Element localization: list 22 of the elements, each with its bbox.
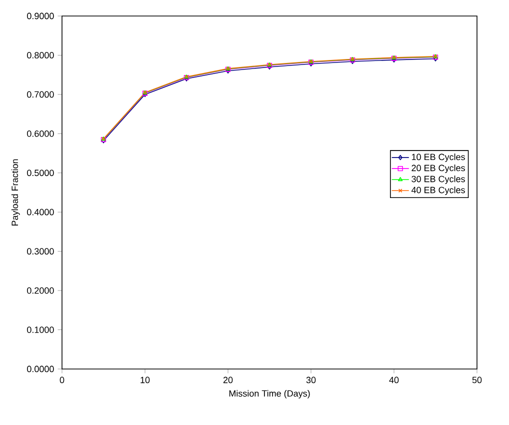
legend-label: 20 EB Cycles <box>412 164 465 173</box>
y-tick-label: 0.6000 <box>27 130 54 137</box>
x-tick-label: 50 <box>472 376 482 384</box>
y-tick-label: 0.2000 <box>27 287 54 294</box>
x-tick-label: 10 <box>140 376 150 384</box>
y-tick-label: 0.3000 <box>27 248 54 255</box>
y-tick-label: 0.7000 <box>27 91 54 98</box>
x-tick-label: 30 <box>306 376 316 384</box>
y-tick-label: 0.8000 <box>27 52 54 58</box>
y-tick-label: 0.5000 <box>27 170 54 176</box>
y-tick-label: 0.1000 <box>27 326 54 333</box>
y-tick-label: 0.9000 <box>27 12 54 20</box>
y-axis-title: Payload Fraction <box>11 159 20 226</box>
y-tick-label: 0.4000 <box>27 208 54 216</box>
x-tick-label: 40 <box>389 376 399 384</box>
legend-label: 10 EB Cycles <box>412 154 465 162</box>
y-tick-label: 0.0000 <box>27 366 54 372</box>
x-axis-title: Mission Time (Days) <box>229 390 310 398</box>
x-tick-label: 0 <box>60 376 64 384</box>
legend-label: 30 EB Cycles <box>412 176 465 184</box>
x-tick-label: 20 <box>223 376 233 384</box>
legend-label: 40 EB Cycles <box>411 186 465 195</box>
